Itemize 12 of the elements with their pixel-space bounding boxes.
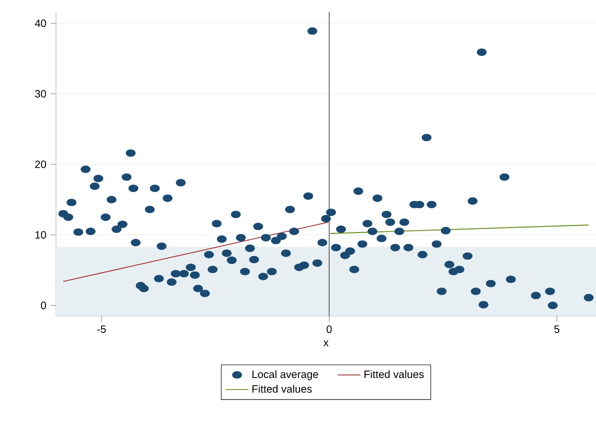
x-tick-label: -5 (97, 326, 106, 333)
y-tick-label: 10 (35, 231, 46, 239)
x-tick-label: 0 (326, 326, 332, 334)
legend-label: Fitted values (252, 384, 312, 393)
x-tick-label: 5 (554, 326, 560, 333)
legend-label: Fitted values (364, 370, 424, 378)
x-axis-title: x (323, 340, 329, 346)
y-tick-label: 30 (35, 90, 46, 98)
y-tick-label: 0 (40, 302, 46, 310)
y-tick-label: 20 (35, 160, 46, 168)
y-tick-label: 40 (34, 20, 46, 28)
legend-label: Local average (252, 370, 318, 380)
